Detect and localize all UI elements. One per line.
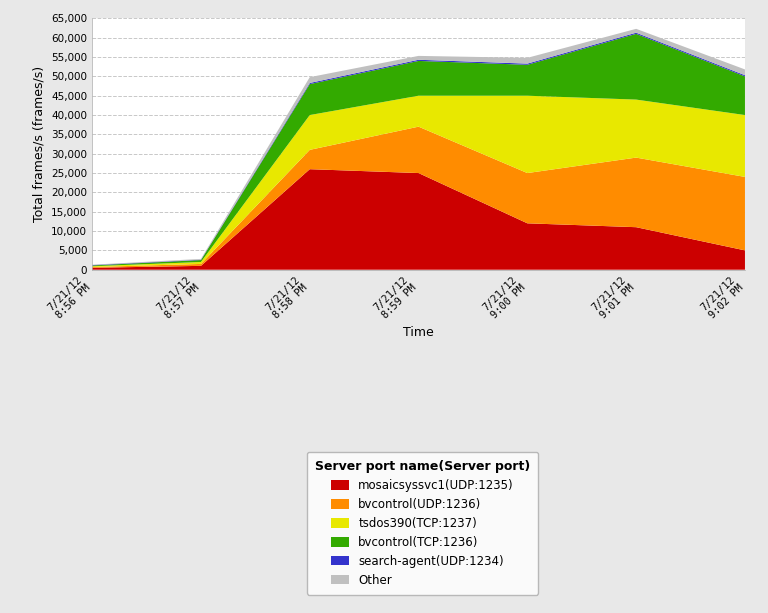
Y-axis label: Total frames/s (frames/s): Total frames/s (frames/s) <box>32 66 45 222</box>
Legend: mosaicsyssvc1(UDP:1235), bvcontrol(UDP:1236), tsdos390(TCP:1237), bvcontrol(TCP:: mosaicsyssvc1(UDP:1235), bvcontrol(UDP:1… <box>306 452 538 595</box>
X-axis label: Time: Time <box>403 326 434 340</box>
